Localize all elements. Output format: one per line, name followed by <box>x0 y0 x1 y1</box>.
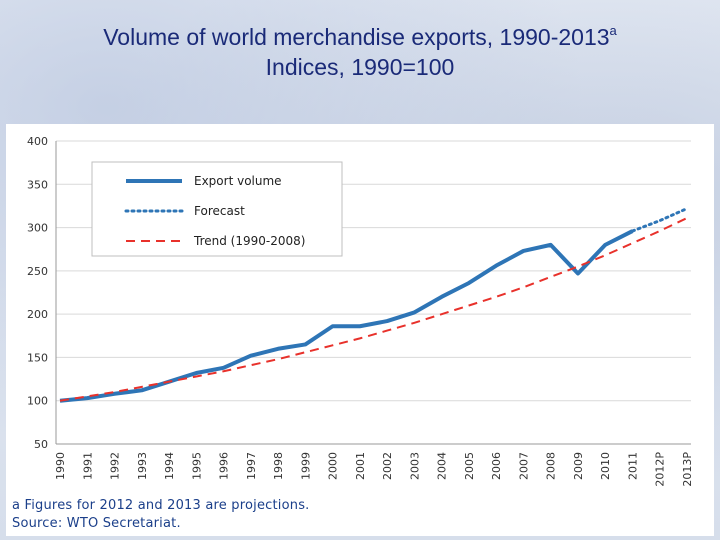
x-tick-label: 1990 <box>54 452 67 480</box>
title-superscript: a <box>609 23 617 38</box>
y-tick-label: 50 <box>34 438 48 451</box>
x-tick-label: 1996 <box>218 452 231 480</box>
title-line-1: Volume of world merchandise exports, 199… <box>103 24 610 50</box>
x-tick-label: 2011 <box>626 452 639 480</box>
title-line-2: Indices, 1990=100 <box>265 54 455 80</box>
y-tick-label: 400 <box>27 135 48 148</box>
x-tick-label: 2013P <box>681 452 694 487</box>
x-tick-label: 2002 <box>381 452 394 480</box>
x-tick-label: 2008 <box>545 452 558 480</box>
x-tick-label: 2004 <box>436 452 449 480</box>
y-tick-label: 200 <box>27 308 48 321</box>
x-tick-label: 2006 <box>490 452 503 480</box>
x-tick-label: 1995 <box>190 452 203 480</box>
legend-label: Forecast <box>194 204 245 218</box>
x-tick-label: 2005 <box>463 452 476 480</box>
series-line-forecast <box>630 207 689 233</box>
x-tick-label: 2012P <box>654 452 667 487</box>
y-tick-label: 350 <box>27 178 48 191</box>
x-tick-label: 2003 <box>408 452 421 480</box>
series-line-trend-1990-2008 <box>59 217 688 402</box>
x-tick-label: 2009 <box>572 452 585 480</box>
y-tick-label: 250 <box>27 265 48 278</box>
legend-label: Export volume <box>194 174 282 188</box>
x-tick-label: 2010 <box>599 452 612 480</box>
x-tick-label: 1998 <box>272 452 285 480</box>
x-tick-label: 1993 <box>136 452 149 480</box>
x-tick-label: 2000 <box>327 452 340 480</box>
y-tick-label: 100 <box>27 395 48 408</box>
x-tick-label: 1997 <box>245 452 258 480</box>
x-tick-label: 2001 <box>354 452 367 480</box>
footnote: a Figures for 2012 and 2013 are projecti… <box>12 498 310 513</box>
slide-title: Volume of world merchandise exports, 199… <box>0 16 720 82</box>
y-tick-label: 150 <box>27 351 48 364</box>
line-chart: 50 100 150 200 250 300 350 400 1990 1991 1992 1993 1… <box>27 135 694 487</box>
x-tick-label: 1991 <box>81 452 94 480</box>
x-tick-label: 1994 <box>163 452 176 480</box>
chart-panel: 50 100 150 200 250 300 350 400 1990 1991 1992 1993 1… <box>6 124 714 536</box>
source-note: Source: WTO Secretariat. <box>12 516 181 531</box>
x-tick-label: 2007 <box>517 452 530 480</box>
series-line-export-volume <box>59 229 634 403</box>
x-tick-label: 1992 <box>109 452 122 480</box>
y-tick-label: 300 <box>27 222 48 235</box>
x-tick-label: 1999 <box>299 452 312 480</box>
legend-label: Trend (1990-2008) <box>193 234 305 248</box>
